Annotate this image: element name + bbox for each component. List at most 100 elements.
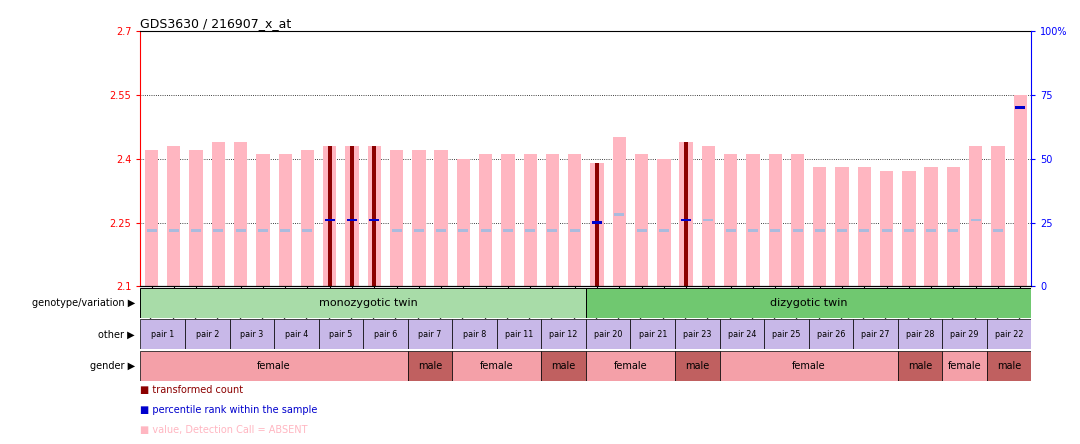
Bar <box>325 218 335 222</box>
Bar <box>679 142 693 286</box>
Bar <box>525 229 536 232</box>
Bar <box>258 229 268 232</box>
Bar <box>168 229 179 232</box>
Bar <box>615 214 624 216</box>
Bar <box>971 218 981 222</box>
Bar <box>684 142 688 286</box>
Bar <box>904 229 914 232</box>
Bar <box>987 319 1031 349</box>
Text: male: male <box>685 361 710 371</box>
Bar <box>524 155 537 286</box>
Bar <box>942 319 987 349</box>
Bar <box>140 288 585 318</box>
Bar <box>189 150 203 286</box>
Bar <box>942 351 987 381</box>
Text: female: female <box>480 361 514 371</box>
Text: pair 21: pair 21 <box>638 330 667 339</box>
Bar <box>880 171 893 286</box>
Bar <box>860 229 869 232</box>
Text: gender ▶: gender ▶ <box>90 361 135 371</box>
Bar <box>568 155 581 286</box>
Bar <box>501 155 515 286</box>
Bar <box>458 229 469 232</box>
Text: female: female <box>948 361 982 371</box>
Bar <box>681 218 691 222</box>
Bar <box>635 155 648 286</box>
Bar <box>503 229 513 232</box>
Bar <box>987 351 1031 381</box>
Text: genotype/variation ▶: genotype/variation ▶ <box>31 298 135 308</box>
Bar <box>1014 95 1027 286</box>
Bar <box>993 229 1003 232</box>
Text: pair 23: pair 23 <box>683 330 712 339</box>
Bar <box>234 142 247 286</box>
Bar <box>991 146 1004 286</box>
Text: pair 1: pair 1 <box>151 330 174 339</box>
Bar <box>813 167 826 286</box>
Bar <box>770 229 780 232</box>
Bar <box>541 351 585 381</box>
Bar <box>612 138 626 286</box>
Text: dizygotic twin: dizygotic twin <box>770 298 848 308</box>
Bar <box>814 229 825 232</box>
Bar <box>319 319 363 349</box>
Text: pair 4: pair 4 <box>285 330 308 339</box>
Bar <box>413 150 426 286</box>
Text: pair 28: pair 28 <box>906 330 934 339</box>
Bar <box>140 319 185 349</box>
Bar <box>145 150 158 286</box>
Text: pair 8: pair 8 <box>463 330 486 339</box>
Text: male: male <box>997 361 1022 371</box>
Bar <box>726 229 735 232</box>
Bar <box>631 319 675 349</box>
Bar <box>897 351 942 381</box>
Text: ■ value, Detection Call = ABSENT: ■ value, Detection Call = ABSENT <box>140 425 308 436</box>
Bar <box>369 218 379 222</box>
Bar <box>235 229 245 232</box>
Bar <box>327 146 332 286</box>
Text: ■ percentile rank within the sample: ■ percentile rank within the sample <box>140 405 318 416</box>
Bar <box>746 155 759 286</box>
Bar <box>453 351 541 381</box>
Text: female: female <box>792 361 825 371</box>
Text: pair 7: pair 7 <box>418 330 442 339</box>
Bar <box>947 167 960 286</box>
Text: pair 5: pair 5 <box>329 330 352 339</box>
Bar <box>434 150 448 286</box>
Text: GDS3630 / 216907_x_at: GDS3630 / 216907_x_at <box>140 17 292 30</box>
Text: pair 6: pair 6 <box>374 330 397 339</box>
Text: male: male <box>908 361 932 371</box>
Bar <box>229 319 274 349</box>
Bar <box>350 146 354 286</box>
Text: pair 12: pair 12 <box>550 330 578 339</box>
Bar <box>457 159 470 286</box>
Bar <box>407 319 453 349</box>
Text: pair 2: pair 2 <box>195 330 219 339</box>
Bar <box>302 229 312 232</box>
Bar <box>948 229 958 232</box>
Text: female: female <box>613 361 647 371</box>
Bar <box>323 146 337 286</box>
Bar <box>436 229 446 232</box>
Bar <box>765 319 809 349</box>
Text: pair 29: pair 29 <box>950 330 978 339</box>
Bar <box>390 150 403 286</box>
Bar <box>927 229 936 232</box>
Bar <box>636 229 647 232</box>
Bar <box>214 229 224 232</box>
Bar <box>791 155 805 286</box>
Bar <box>545 155 559 286</box>
Bar <box>346 146 359 286</box>
Bar <box>497 319 541 349</box>
Bar <box>592 221 602 224</box>
Bar <box>675 351 719 381</box>
Bar <box>897 319 942 349</box>
Bar <box>853 319 897 349</box>
Bar <box>703 218 714 222</box>
Bar <box>719 319 764 349</box>
Bar <box>541 319 585 349</box>
Text: pair 3: pair 3 <box>240 330 264 339</box>
Bar <box>585 351 675 381</box>
Text: pair 20: pair 20 <box>594 330 622 339</box>
Bar <box>769 155 782 286</box>
